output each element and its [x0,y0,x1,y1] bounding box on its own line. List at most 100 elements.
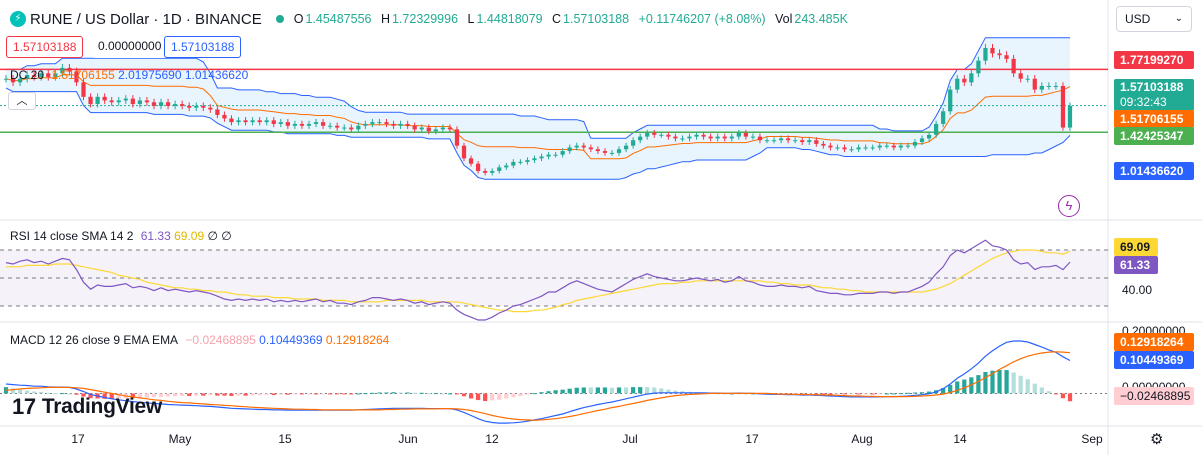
rsi-bb-upper-value: ∅ [207,229,218,243]
candle [546,154,551,157]
candle [856,147,861,150]
donchian-fill [6,37,1070,180]
macd-histogram-bar [645,387,650,394]
macd-histogram-bar [602,387,608,394]
symbol-title[interactable]: RUNE / US Dollar · 1D · BINANCE [30,10,262,28]
candle [778,138,784,141]
currency-value: USD [1125,12,1151,26]
candle [137,100,142,105]
macd-legend[interactable]: MACD 12 26 close 9 EMA EMA −0.02468895 0… [10,333,389,347]
macd-histogram-bar [46,392,51,394]
candle [158,102,164,106]
rsi-legend[interactable]: RSI 14 close SMA 14 2 61.33 69.09 ∅ ∅ [10,229,232,243]
macd-histogram-bar [891,393,896,395]
currency-select[interactable]: USD ⌄ [1116,6,1192,32]
candle [581,145,586,148]
macd-histogram-bar [532,393,537,395]
candle [828,145,833,148]
macd-histogram-bar [948,384,953,394]
macd-histogram-bar [955,381,960,394]
macd-histogram-bar [912,392,918,394]
sell-button[interactable]: 1.57103188 [6,36,84,58]
donchian-legend[interactable]: DC 20 1.51706155 2.01975690 1.01436620 [10,68,248,82]
macd-histogram-bar [1018,375,1023,394]
macd-histogram-bar [32,391,37,394]
tradingview-logo-text: TradingView [41,395,162,418]
macd-line-tag: 0.10449369 [1114,351,1194,369]
macd-histogram-bar [504,393,509,399]
candle [53,73,58,77]
macd-histogram-bar [497,393,502,400]
candle [553,154,558,156]
macd-histogram-bar [454,393,460,395]
macd-histogram-bar [243,393,248,396]
macd-histogram-bar [257,393,262,396]
candle [821,143,826,146]
gear-icon[interactable]: ⚙ [1150,431,1164,448]
flash-icon[interactable]: ϟ [1058,195,1080,217]
candle [405,123,410,126]
macd-histogram-bar [905,392,911,394]
macd-histogram-bar [983,371,988,394]
macd-histogram-bar [919,392,925,394]
candle [236,120,241,123]
rsi-tag: 61.33 [1114,256,1158,274]
tradingview-logo[interactable]: 17 TradingView [12,394,162,420]
candle [497,167,502,171]
close-key: C [552,12,562,26]
spread-value: 0.00000000 [92,36,168,58]
candle [447,127,453,130]
candle [278,122,283,124]
candle [426,127,431,132]
candle [123,98,128,101]
rsi-name: RSI 14 close SMA 14 2 [10,229,134,243]
candle [440,127,445,130]
candle [328,125,333,127]
candle [919,138,925,143]
donchian-lower-price-tag: 1.01436620 [1114,162,1194,180]
rsi-ma-line [6,249,1071,313]
macd-histogram-bar [384,392,389,394]
macd-histogram-bar [222,393,227,396]
candle [285,122,290,126]
macd-histogram-bar [475,393,481,401]
candle [229,118,234,123]
macd-histogram-bar [285,393,290,395]
low-key: L [467,12,475,26]
macd-histogram-bar [877,393,882,395]
candle [941,111,946,124]
market-status-icon[interactable] [275,15,284,23]
collapse-legend-button[interactable]: ︿ [8,92,36,110]
candle [1004,55,1009,59]
candle [490,170,495,173]
macd-histogram-bar [814,393,819,395]
macd-histogram-bar [306,393,312,395]
candle [95,96,100,105]
candle [955,78,960,90]
macd-histogram-bar [490,393,495,401]
candle [969,73,974,83]
macd-histogram-bar [842,393,847,395]
symbol-header: ⚡ RUNE / US Dollar · 1D · BINANCE O 1.454… [0,8,848,30]
rsi-value: 61.33 [140,229,171,243]
candle [983,47,988,61]
macd-histogram-bar [363,393,368,395]
macd-histogram-bar [863,393,868,395]
donchian-name: DC 20 [10,68,45,82]
macd-histogram-bar [88,393,93,399]
donchian-lower-line [5,87,1071,180]
candle [602,151,608,153]
candle [46,73,51,77]
candle [116,100,121,103]
macd-histogram-bar [997,370,1002,394]
candle [342,127,347,129]
macd-histogram-bar [821,393,826,395]
macd-signal-tag: 0.12918264 [1114,333,1194,351]
buy-button[interactable]: 1.57103188 [164,36,242,58]
candle [715,136,720,139]
candle [32,75,37,77]
candle [1011,58,1016,74]
candle [835,147,840,149]
candle [814,140,819,144]
